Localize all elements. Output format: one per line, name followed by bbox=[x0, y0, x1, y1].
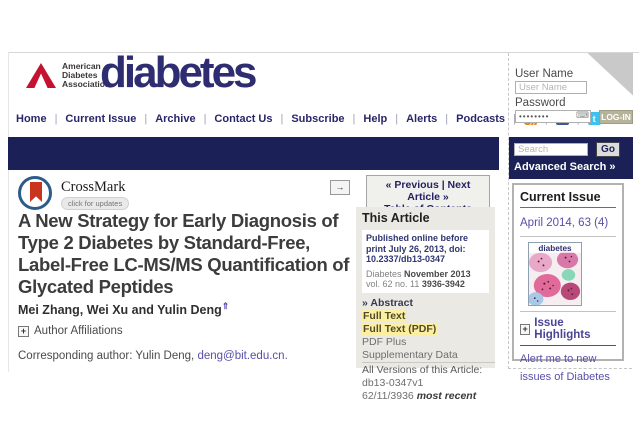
nav-subscribe[interactable]: Subscribe bbox=[291, 112, 345, 125]
login-button[interactable]: LOG-IN bbox=[599, 110, 633, 124]
password-label: Password bbox=[515, 97, 566, 109]
journal-logo[interactable]: diabetes bbox=[100, 48, 258, 97]
most-recent-flag: most recent bbox=[416, 389, 477, 402]
current-issue-box: Current Issue April 2014, 63 (4) diabete… bbox=[512, 183, 624, 383]
citation-line: Diabetes November 2013 vol. 62 no. 11 39… bbox=[366, 269, 485, 290]
search-go-button[interactable]: Go bbox=[596, 142, 620, 157]
corresponding-author-arrow[interactable]: ⇑ bbox=[221, 301, 230, 311]
ada-org-line: American bbox=[62, 61, 101, 71]
citation-volume: vol. 62 no. 11 bbox=[366, 279, 422, 289]
nav-separator: | bbox=[395, 112, 399, 125]
crossmark-circle-icon bbox=[18, 176, 52, 210]
current-issue-rule bbox=[520, 207, 616, 208]
corresponding-author-email-link[interactable]: deng@bit.edu.cn. bbox=[197, 350, 288, 362]
plus-icon[interactable]: + bbox=[18, 325, 29, 337]
search-input[interactable] bbox=[514, 143, 588, 156]
author-affiliations-toggle[interactable]: + Author Affiliations bbox=[18, 325, 123, 337]
version-link[interactable]: db13-0347v1 bbox=[362, 376, 424, 389]
keyboard-icon[interactable]: ⌨ bbox=[576, 110, 589, 120]
nav-separator: | bbox=[513, 113, 516, 125]
citation-journal: Diabetes bbox=[366, 268, 405, 279]
article-title: A New Strategy for Early Diagnosis of Ty… bbox=[18, 210, 350, 297]
journal-cover-image[interactable]: diabetes bbox=[528, 242, 582, 306]
nav-current-issue[interactable]: Current Issue bbox=[65, 112, 137, 125]
issue-highlights-label: Issue Highlights bbox=[534, 317, 591, 341]
username-label: User Name bbox=[515, 68, 574, 80]
prev-next-links[interactable]: « Previous | Next Article » bbox=[385, 179, 471, 203]
share-arrow-button[interactable]: → bbox=[330, 180, 350, 195]
password-field-wrap: ⌨ bbox=[515, 110, 591, 124]
nav-home[interactable]: Home bbox=[16, 112, 47, 125]
nav-separator: | bbox=[203, 112, 207, 125]
this-article-panel: This Article Published online before pri… bbox=[356, 207, 495, 402]
version-number[interactable]: 62/11/3936 bbox=[362, 389, 414, 402]
corresponding-author-text: Corresponding author: Yulin Deng, bbox=[18, 350, 198, 362]
current-issue-heading: Current Issue bbox=[520, 190, 601, 204]
ada-logo[interactable]: American Diabetes Association. bbox=[26, 62, 113, 89]
page-fold-corner bbox=[587, 53, 633, 96]
ada-org-line: Association. bbox=[62, 79, 113, 89]
page-top-divider bbox=[8, 52, 639, 53]
ada-org-line: Diabetes bbox=[62, 70, 98, 80]
divider bbox=[520, 311, 616, 312]
nav-alerts[interactable]: Alerts bbox=[406, 112, 438, 125]
divider bbox=[520, 345, 616, 346]
citation-date: November 2013 bbox=[404, 268, 471, 279]
supplementary-data-link[interactable]: Supplementary Data bbox=[362, 348, 458, 361]
version-link-current[interactable]: 62/11/3936 most recent bbox=[362, 390, 495, 402]
this-article-heading: This Article bbox=[362, 211, 430, 225]
current-issue-link[interactable]: April 2014, 63 (4) bbox=[520, 217, 609, 229]
crossmark-title: CrossMark bbox=[61, 179, 126, 195]
ada-org-name: American Diabetes Association. bbox=[62, 62, 113, 89]
cover-journal-title: diabetes bbox=[538, 244, 572, 253]
versions-heading: All Versions of this Article: bbox=[362, 363, 483, 376]
ada-triangle-icon bbox=[26, 63, 56, 88]
nav-contact-us[interactable]: Contact Us bbox=[214, 112, 273, 125]
divider bbox=[520, 236, 616, 237]
header-navy-band bbox=[8, 137, 499, 170]
article-links: » Abstract Full Text Full Text (PDF) PDF… bbox=[362, 297, 495, 402]
nav-archive[interactable]: Archive bbox=[155, 112, 196, 125]
full-text-pdf-link[interactable]: Full Text (PDF) bbox=[362, 322, 438, 335]
nav-separator: | bbox=[54, 112, 58, 125]
nav-separator: | bbox=[445, 112, 449, 125]
nav-separator: | bbox=[144, 112, 148, 125]
page-left-divider bbox=[8, 52, 9, 372]
nav-separator: | bbox=[280, 112, 284, 125]
nav-podcasts[interactable]: Podcasts bbox=[456, 112, 506, 125]
nav-help[interactable]: Help bbox=[363, 112, 388, 125]
abstract-link[interactable]: » Abstract bbox=[362, 296, 413, 309]
advanced-search-link[interactable]: Advanced Search » bbox=[514, 161, 616, 173]
citation-box: Published online before print July 26, 2… bbox=[362, 230, 489, 293]
nav-separator: | bbox=[352, 112, 356, 125]
alert-new-issues-link[interactable]: Alert me to new issues of Diabetes bbox=[520, 353, 610, 383]
published-info: Published online before print July 26, 2… bbox=[366, 233, 469, 264]
search-band: Go Advanced Search » bbox=[509, 137, 633, 179]
citation-pages: 3936-3942 bbox=[421, 279, 465, 289]
right-sidebar: User Name Password ⌨ LOG-IN Go Advanced … bbox=[508, 53, 633, 383]
author-affiliations-label: Author Affiliations bbox=[34, 325, 123, 337]
crossmark-bookmark-icon bbox=[30, 182, 42, 202]
authors-names: Mei Zhang, Wei Xu and Yulin Deng bbox=[18, 303, 222, 318]
full-text-link[interactable]: Full Text bbox=[362, 309, 407, 322]
plus-icon[interactable]: + bbox=[520, 323, 531, 335]
crossmark-badge[interactable]: CrossMark click for updates bbox=[18, 176, 178, 214]
corresponding-author-line: Corresponding author: Yulin Deng, deng@b… bbox=[18, 350, 288, 362]
crossmark-subtitle[interactable]: click for updates bbox=[61, 197, 130, 210]
password-input[interactable] bbox=[515, 110, 591, 123]
username-input[interactable] bbox=[515, 81, 587, 94]
article-authors: Mei Zhang, Wei Xu and Yulin Deng⇑ bbox=[18, 301, 229, 317]
issue-highlights-toggle[interactable]: + Issue Highlights bbox=[520, 317, 616, 341]
divider bbox=[362, 361, 495, 363]
pdf-plus-link[interactable]: PDF Plus bbox=[362, 335, 407, 348]
